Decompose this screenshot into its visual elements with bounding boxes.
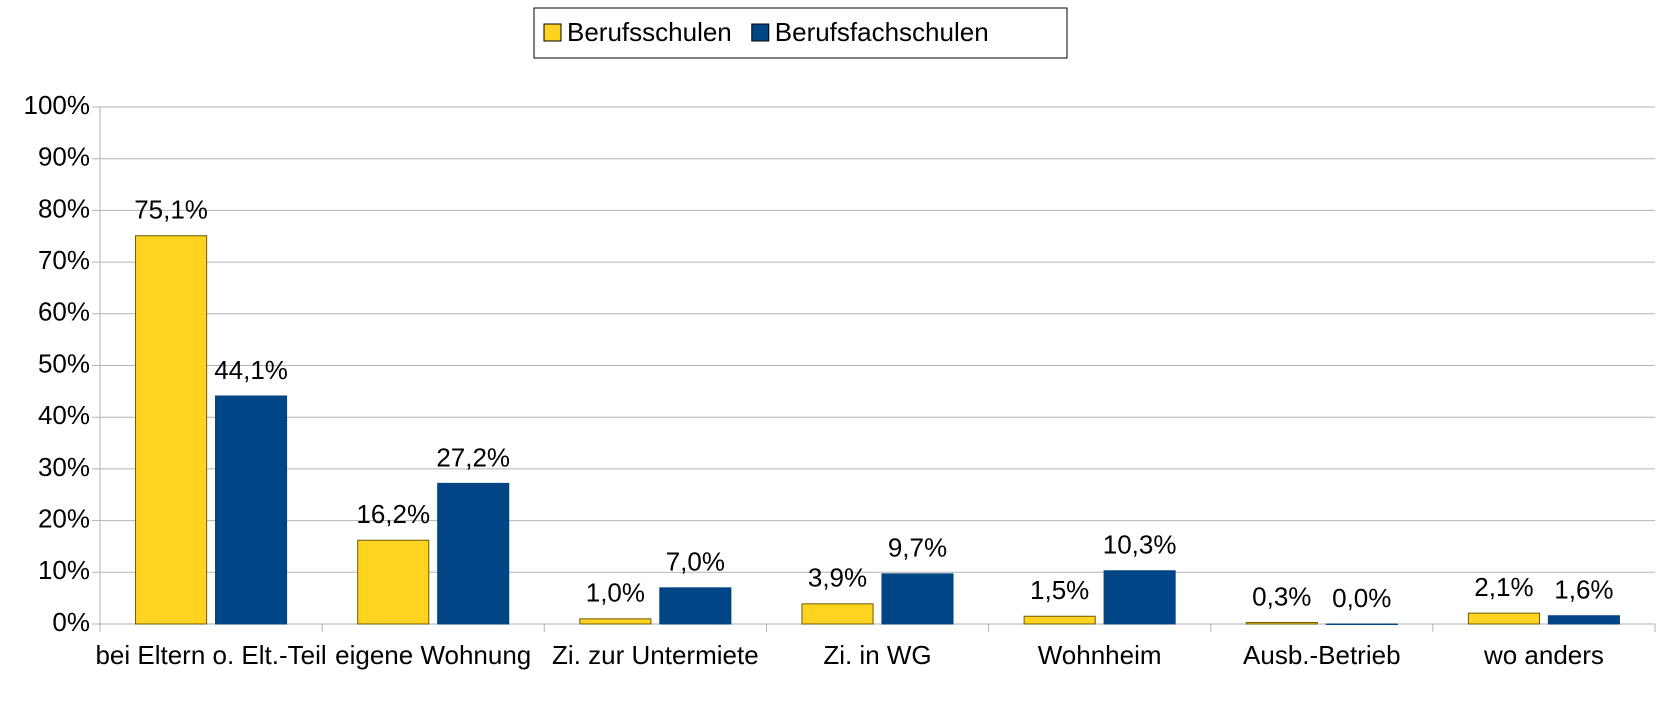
bar (357, 539, 430, 625)
y-tick-label: 10% (38, 555, 90, 585)
x-tick-label: eigene Wohnung (335, 640, 531, 670)
bar (1467, 612, 1540, 625)
bar (579, 618, 652, 625)
legend-label: Berufsschulen (567, 17, 732, 47)
data-label: 1,5% (1030, 575, 1089, 605)
data-label: 2,1% (1474, 572, 1533, 602)
y-tick-label: 70% (38, 245, 90, 275)
data-label: 27,2% (436, 442, 510, 472)
legend-swatch (751, 23, 770, 42)
y-tick-label: 30% (38, 452, 90, 482)
y-tick-label: 100% (24, 90, 91, 120)
x-tick-label: Zi. in WG (823, 640, 931, 670)
y-tick-label: 20% (38, 503, 90, 533)
x-tick-label: wo anders (1483, 640, 1604, 670)
y-tick-label: 40% (38, 400, 90, 430)
x-tick-label: Wohnheim (1038, 640, 1162, 670)
bar (1023, 615, 1096, 625)
x-tick-label: Zi. zur Untermiete (552, 640, 759, 670)
data-label: 9,7% (888, 533, 947, 563)
bar (801, 603, 874, 625)
bar (659, 587, 732, 625)
bar (1245, 621, 1318, 625)
bar (1547, 615, 1620, 625)
data-label: 7,0% (666, 547, 725, 577)
data-label: 0,0% (1332, 583, 1391, 613)
data-label: 10,3% (1103, 530, 1177, 560)
bar (1325, 623, 1398, 625)
data-label: 1,0% (586, 578, 645, 608)
bar (437, 482, 510, 625)
legend-swatch (543, 23, 562, 42)
bar (1103, 570, 1176, 625)
data-label: 0,3% (1252, 581, 1311, 611)
y-tick-label: 50% (38, 348, 90, 378)
bar (881, 573, 954, 625)
legend-box (533, 7, 1068, 59)
bar (135, 235, 208, 625)
y-tick-label: 60% (38, 297, 90, 327)
data-label: 16,2% (356, 499, 430, 529)
y-tick-label: 0% (52, 607, 90, 637)
y-tick-label: 80% (38, 193, 90, 223)
data-label: 44,1% (214, 355, 288, 385)
data-label: 3,9% (808, 563, 867, 593)
bar (215, 395, 288, 625)
data-label: 75,1% (134, 195, 208, 225)
y-tick-label: 90% (38, 142, 90, 172)
x-tick-label: Ausb.-Betrieb (1243, 640, 1401, 670)
data-label: 1,6% (1554, 575, 1613, 605)
legend-label: Berufsfachschulen (775, 17, 989, 47)
x-tick-label: bei Eltern o. Elt.-Teil (95, 640, 326, 670)
